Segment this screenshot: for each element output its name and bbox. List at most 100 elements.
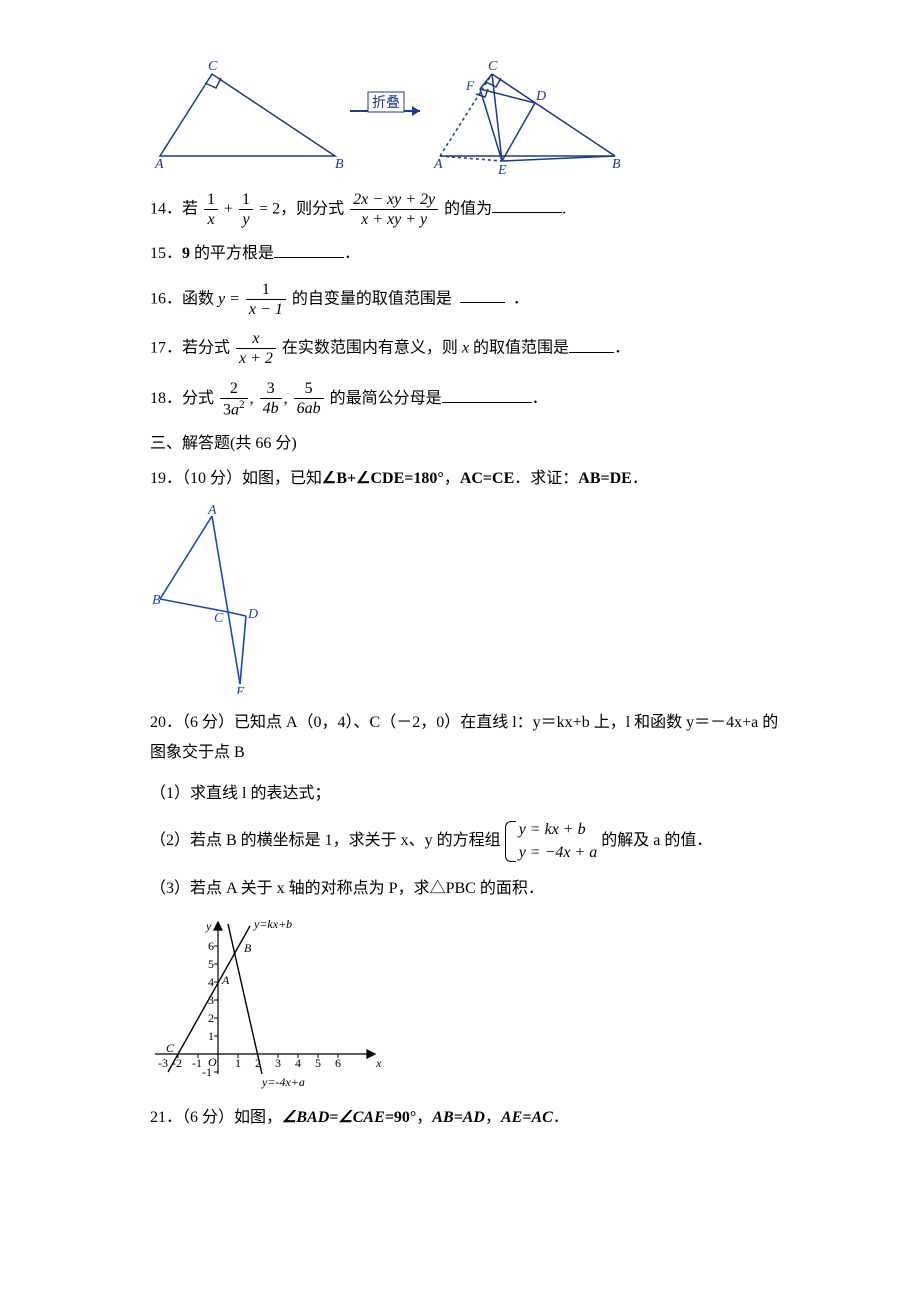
q18-c2: , (284, 390, 288, 407)
q14-frac-1x: 1x (204, 190, 218, 229)
label-E-right: E (497, 163, 507, 176)
yt4: 4 (208, 975, 214, 989)
q20-sys2: y = −4x + a (519, 842, 598, 864)
label-B-right: B (612, 157, 620, 172)
q18-a: ．分式 (166, 390, 214, 407)
q18-period: ． (532, 390, 548, 407)
q18-frac1: 23a2 (220, 379, 248, 420)
question-21: 21．（6 分）如图，∠BAD=∠CAE=90°，AB=AD，AE=AC． (150, 1103, 780, 1133)
q19-bold-b: AC=CE (460, 470, 514, 487)
q14-prefix: ．若 (166, 200, 198, 217)
q19-period: ． (632, 470, 648, 487)
yt2: 2 (208, 1011, 214, 1025)
origin-O: O (208, 1055, 217, 1069)
q18-b: 的最简公分母是 (330, 390, 442, 407)
yt3: 3 (208, 993, 214, 1007)
q14-period: . (562, 200, 566, 217)
xt-2: -2 (172, 1056, 182, 1070)
label-D-right: D (535, 89, 546, 104)
q18-frac2: 34b (260, 379, 282, 418)
q14-eq2: = 2 (259, 200, 280, 217)
q19-num: 19 (150, 470, 166, 487)
q17-num: 17 (150, 340, 166, 357)
q19-label-B: B (152, 593, 161, 608)
q17-c: 的取值范围是 (469, 340, 569, 357)
q19-label-D: D (247, 607, 258, 622)
question-16: 16．函数 y = 1x − 1 的自变量的取值范围是 ． (150, 280, 780, 319)
q16-num: 16 (150, 290, 166, 307)
q16-a: ．函数 (166, 290, 218, 307)
section-3-header: 三、解答题(共 66 分) (150, 429, 780, 459)
q16-b: 的自变量的取值范围是 (292, 290, 452, 307)
q17-blank (569, 336, 614, 353)
q20-sys1: y = kx + b (519, 819, 598, 841)
figure-q20-graph: -3 -2 -1 1 2 3 4 5 6 -1 1 2 3 4 5 6 O x … (150, 914, 780, 1089)
q19-comma: ， (444, 470, 460, 487)
q21-c1: ， (416, 1109, 432, 1126)
yt5: 5 (208, 957, 214, 971)
q17-period: ． (614, 340, 630, 357)
question-20: 20．（6 分）已知点 A（0，4）、C（－2，0）在直线 l：y＝kx+b 上… (150, 708, 780, 769)
question-15: 15．9 的平方根是． (150, 239, 780, 269)
q21-a: ．（6 分）如图， (166, 1109, 282, 1126)
q18-blank (442, 386, 532, 403)
q14-frac-1y: 1y (239, 190, 253, 229)
q14-main-frac: 2x − xy + 2yx + xy + y (350, 190, 438, 229)
y-axis-label: y (205, 919, 212, 933)
q19-label-C: C (214, 611, 224, 626)
q19-label-E: E (235, 685, 245, 694)
q16-yeq: y = (218, 290, 240, 307)
xt1: 1 (235, 1056, 241, 1070)
point-C: C (166, 1041, 175, 1055)
q20-system: y = kx + b y = −4x + a (505, 819, 598, 864)
q15-b: 的平方根是 (190, 245, 274, 262)
q21-bold-b: AB=AD (432, 1109, 485, 1126)
xt-3: -3 (158, 1056, 168, 1070)
label-B-left: B (335, 157, 344, 172)
xt6: 6 (335, 1056, 341, 1070)
q20-p1: （1）求直线 l 的表达式； (150, 779, 780, 809)
line1-label: y=kx+b (253, 917, 292, 931)
q15-period: ． (344, 245, 360, 262)
q19-svg: A B C D E (150, 504, 290, 694)
q17-frac: xx + 2 (236, 329, 276, 368)
q20-p2: （2）若点 B 的横坐标是 1，求关于 x、y 的方程组 y = kx + b … (150, 819, 780, 864)
figure-fold-triangles: A B C 折叠 A B C D E F (150, 56, 780, 176)
q20-text: ．（6 分）已知点 A（0，4）、C（－2，0）在直线 l：y＝kx+b 上，l… (150, 714, 778, 761)
q15-bold: 9 (182, 245, 190, 262)
q21-period: ． (553, 1109, 569, 1126)
label-C-right: C (488, 59, 498, 74)
q18-num: 18 (150, 390, 166, 407)
q17-a: ．若分式 (166, 340, 230, 357)
line2-label: y=-4x+a (261, 1075, 305, 1089)
xt2: 2 (255, 1056, 261, 1070)
label-A-right: A (433, 157, 443, 172)
point-B: B (244, 941, 252, 955)
arrow-label: 折叠 (372, 95, 400, 111)
figure-q19: A B C D E (150, 504, 780, 694)
q19-bold-c: AB=DE (578, 470, 632, 487)
x-axis-label: x (375, 1056, 382, 1070)
q14-blank (492, 196, 562, 213)
label-C-left: C (208, 59, 218, 74)
q16-period: ． (513, 290, 529, 307)
q20-graph-svg: -3 -2 -1 1 2 3 4 5 6 -1 1 2 3 4 5 6 O x … (150, 914, 390, 1089)
q21-bold-a: ∠BAD=∠CAE= (282, 1109, 394, 1126)
q17-b: 在实数范围内有意义，则 (282, 340, 462, 357)
q16-frac: 1x − 1 (246, 280, 286, 319)
label-F-right: F (465, 78, 475, 93)
q14-mid: ，则分式 (280, 200, 344, 217)
q14-plus: + (224, 200, 233, 217)
q19-b: ．求证： (514, 470, 578, 487)
q15-a: ． (166, 245, 182, 262)
q21-c2: ， (485, 1109, 501, 1126)
q17-x: x (462, 340, 469, 357)
q16-blank (460, 286, 505, 303)
xt5: 5 (315, 1056, 321, 1070)
q20-p2a: （2）若点 B 的横坐标是 1，求关于 x、y 的方程组 (150, 832, 501, 849)
xt3: 3 (275, 1056, 281, 1070)
xt-1: -1 (192, 1056, 202, 1070)
q19-a: ．（10 分）如图，已知 (166, 470, 322, 487)
q14-suffix: 的值为 (444, 200, 492, 217)
q18-frac3: 56ab (294, 379, 324, 418)
